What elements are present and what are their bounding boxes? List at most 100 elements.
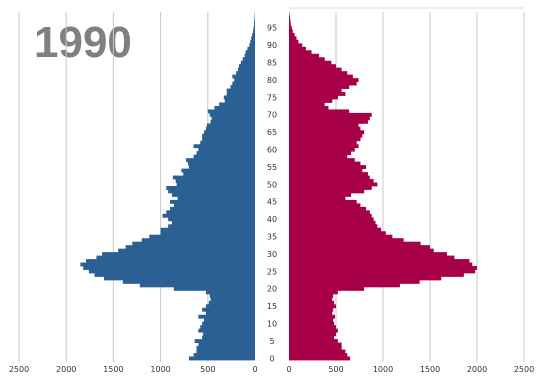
bar-male-age-15	[205, 304, 255, 309]
bar-male-age-89	[247, 46, 255, 51]
bar-female-age-51	[289, 179, 374, 183]
bar-female-age-30	[289, 252, 447, 256]
bar-female-age-9	[289, 325, 336, 330]
age-tick-label: 65	[267, 128, 277, 137]
bar-female-age-92	[289, 36, 297, 41]
bar-female-age-84	[289, 64, 336, 69]
bar-male-age-54	[181, 168, 255, 173]
bar-female-age-27	[289, 262, 473, 267]
bar-female-age-8	[289, 328, 338, 333]
bar-female-age-12	[289, 314, 336, 319]
x-tick-label-left: 500	[200, 365, 215, 374]
bar-male-age-75	[223, 95, 255, 100]
bar-male-age-29	[96, 255, 256, 260]
bar-female-age-72	[289, 105, 329, 110]
bar-female-age-3	[289, 346, 342, 350]
bar-male-age-97	[254, 18, 255, 23]
bar-male-age-44	[173, 203, 255, 208]
bar-female-age-37	[289, 227, 382, 232]
bar-male-age-17	[210, 297, 255, 302]
age-tick-label: 20	[267, 285, 277, 294]
age-tick-label: 80	[267, 76, 277, 85]
bar-male-age-3	[196, 346, 255, 350]
bar-male-age-41	[162, 213, 255, 218]
bar-female-age-45	[289, 199, 357, 204]
bar-female-age-38	[289, 224, 378, 229]
bar-male-age-72	[214, 105, 255, 110]
age-tick-label: 85	[267, 58, 277, 67]
bar-female-age-41	[289, 213, 372, 218]
bar-female-age-40	[289, 217, 374, 222]
age-tick-label: 95	[267, 24, 277, 33]
bar-male-age-38	[168, 224, 255, 229]
bar-male-age-2	[196, 349, 255, 354]
bar-male-age-10	[202, 321, 255, 326]
bar-female-age-89	[289, 46, 306, 51]
bar-female-age-36	[289, 231, 386, 236]
bar-female-age-18	[289, 293, 334, 298]
bar-male-age-78	[230, 85, 255, 89]
bar-female-age-63	[289, 137, 361, 142]
bar-male-age-91	[250, 39, 255, 44]
bar-male-age-26	[83, 266, 255, 270]
bar-male-age-57	[186, 158, 255, 163]
population-axis-labels: 2500 2000 1500 1000 500 0 0 500 1000 1500 2000 2500	[9, 365, 534, 374]
age-tick-label: 10	[267, 319, 277, 328]
age-tick-label: 35	[267, 232, 277, 241]
bar-male-age-11	[204, 318, 255, 323]
bar-female-age-22	[289, 279, 420, 284]
bar-male-age-71	[207, 109, 255, 114]
bar-female-age-95	[289, 25, 292, 30]
bar-female-age-2	[289, 349, 346, 354]
bar-female-age-86	[289, 57, 325, 62]
bar-male-age-95	[253, 25, 255, 30]
bar-female-age-75	[289, 95, 338, 100]
bar-female-age-46	[289, 196, 346, 201]
bar-male-age-63	[202, 137, 255, 142]
age-tick-label: 25	[267, 267, 277, 276]
bar-male-age-53	[183, 172, 255, 176]
bar-male-age-55	[188, 165, 255, 169]
bar-female-age-16	[289, 300, 335, 305]
bar-male-age-4	[198, 342, 255, 347]
bar-female-age-65	[289, 130, 365, 135]
bar-female-age-94	[289, 29, 293, 34]
bar-male-age-94	[253, 29, 255, 34]
bar-male-age-21	[139, 283, 255, 288]
bar-male-age-60	[198, 147, 255, 152]
bar-female-age-96	[289, 22, 291, 27]
female-bars	[289, 12, 477, 361]
bar-female-age-34	[289, 238, 404, 243]
age-tick-label: 75	[267, 93, 277, 102]
bar-male-age-76	[226, 92, 255, 96]
bar-female-age-49	[289, 186, 372, 190]
bar-female-age-69	[289, 116, 370, 121]
bar-male-age-81	[232, 74, 255, 79]
bar-female-age-26	[289, 266, 477, 270]
x-tick-label-right: 1000	[373, 365, 393, 374]
bar-female-age-11	[289, 318, 334, 323]
bar-female-age-93	[289, 32, 295, 37]
bar-female-age-6	[289, 335, 335, 340]
bar-male-age-83	[238, 67, 255, 72]
bar-male-age-85	[240, 60, 255, 65]
bar-female-age-29	[289, 255, 455, 260]
bar-female-age-53	[289, 172, 368, 176]
bar-male-age-6	[202, 335, 255, 340]
bar-male-age-96	[254, 22, 255, 27]
bar-female-age-91	[289, 39, 299, 44]
bar-female-age-74	[289, 99, 333, 103]
age-axis-labels: 0 5 10 15 20 25 30 35 40 45 50 55 60 65 70 75 80 85 90 95	[267, 24, 277, 364]
bar-male-age-46	[177, 196, 255, 201]
bar-female-age-98	[289, 15, 290, 20]
bar-female-age-10	[289, 321, 335, 326]
bar-female-age-62	[289, 140, 357, 145]
bar-male-age-59	[196, 151, 255, 156]
bar-female-age-73	[289, 102, 325, 107]
bar-male-age-58	[193, 154, 255, 159]
bar-male-age-51	[175, 179, 255, 183]
bar-male-age-66	[205, 126, 255, 131]
bar-male-age-82	[236, 71, 255, 76]
x-tick-label-right: 2000	[467, 365, 487, 374]
bar-female-age-54	[289, 168, 363, 173]
